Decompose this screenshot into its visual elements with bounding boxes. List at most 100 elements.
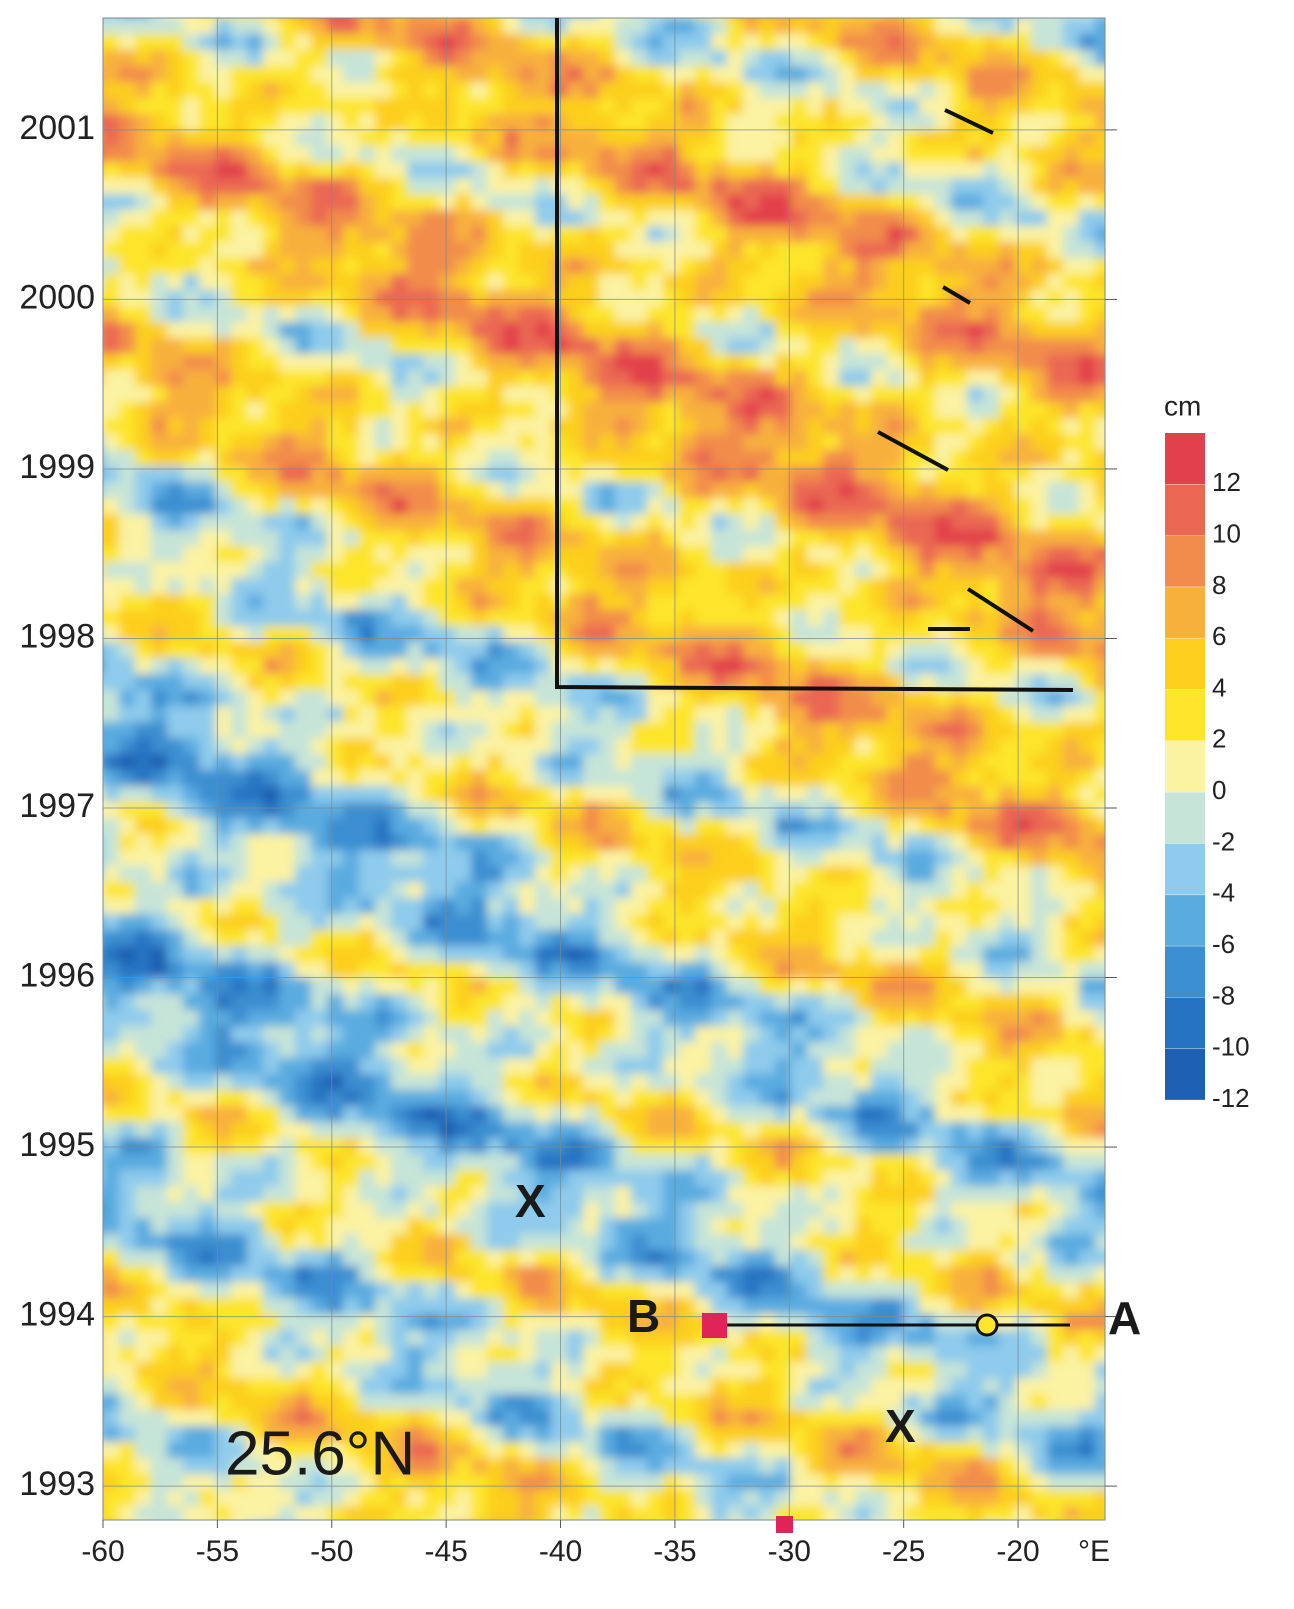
field-cell [487,962,504,979]
field-cell [519,322,536,339]
field-cell [231,882,248,899]
field-cell [663,866,680,883]
field-cell [151,1218,168,1235]
field-cell [247,562,264,579]
field-cell [807,1138,824,1155]
field-cell [919,722,936,739]
field-cell [631,594,648,611]
field-cell [951,514,968,531]
field-cell [727,290,744,307]
field-cell [407,1010,424,1027]
field-cell [503,1218,520,1235]
field-cell [183,1026,200,1043]
field-cell [871,210,888,227]
field-cell [871,274,888,291]
field-cell [1095,386,1105,403]
field-cell [599,306,616,323]
field-cell [727,130,744,147]
field-cell [871,82,888,99]
field-cell [295,434,312,451]
field-cell [231,754,248,771]
field-cell [935,978,952,995]
field-cell [759,1122,776,1139]
field-cell [311,818,328,835]
field-cell [855,50,872,67]
field-cell [1015,978,1032,995]
field-cell [727,866,744,883]
field-cell [1095,322,1105,339]
field-cell [775,706,792,723]
field-cell [391,514,408,531]
field-cell [519,1010,536,1027]
field-cell [1031,770,1048,787]
field-cell [359,706,376,723]
field-cell [439,674,456,691]
field-cell [279,658,296,675]
field-cell [487,114,504,131]
field-cell [599,450,616,467]
field-cell [967,530,984,547]
field-cell [743,1042,760,1059]
field-cell [519,738,536,755]
field-cell [935,674,952,691]
field-cell [439,482,456,499]
field-cell [519,1154,536,1171]
field-cell [487,738,504,755]
field-cell [839,306,856,323]
field-cell [215,386,232,403]
field-cell [647,978,664,995]
field-cell [567,658,584,675]
field-cell [311,786,328,803]
field-cell [631,290,648,307]
field-cell [327,802,344,819]
field-cell [167,1138,184,1155]
field-cell [295,658,312,675]
field-cell [455,850,472,867]
field-cell [903,818,920,835]
field-cell [535,978,552,995]
field-cell [167,114,184,131]
field-cell [1047,130,1064,147]
field-cell [967,1010,984,1027]
field-cell [1015,690,1032,707]
field-cell [439,1186,456,1203]
field-cell [471,802,488,819]
field-cell [615,226,632,243]
field-cell [423,786,440,803]
field-cell [103,530,104,547]
field-cell [1047,1154,1064,1171]
field-cell [1047,210,1064,227]
field-cell [311,898,328,915]
field-cell [999,1042,1016,1059]
field-cell [887,258,904,275]
field-cell [551,610,568,627]
field-cell [583,914,600,931]
field-cell [823,338,840,355]
field-cell [839,498,856,515]
field-cell [231,1202,248,1219]
field-cell [215,130,232,147]
field-cell [791,98,808,115]
field-cell [647,1154,664,1171]
field-cell [519,370,536,387]
field-cell [231,162,248,179]
field-cell [535,1042,552,1059]
field-cell [359,578,376,595]
field-cell [759,642,776,659]
field-cell [679,1154,696,1171]
field-cell [231,530,248,547]
field-cell [439,530,456,547]
field-cell [807,722,824,739]
field-cell [375,866,392,883]
field-cell [1047,290,1064,307]
field-cell [455,18,472,35]
field-cell [919,1042,936,1059]
field-cell [247,482,264,499]
field-cell [407,34,424,51]
field-cell [151,674,168,691]
field-cell [247,738,264,755]
field-cell [663,226,680,243]
field-cell [775,258,792,275]
field-cell [471,18,488,19]
field-cell [359,370,376,387]
